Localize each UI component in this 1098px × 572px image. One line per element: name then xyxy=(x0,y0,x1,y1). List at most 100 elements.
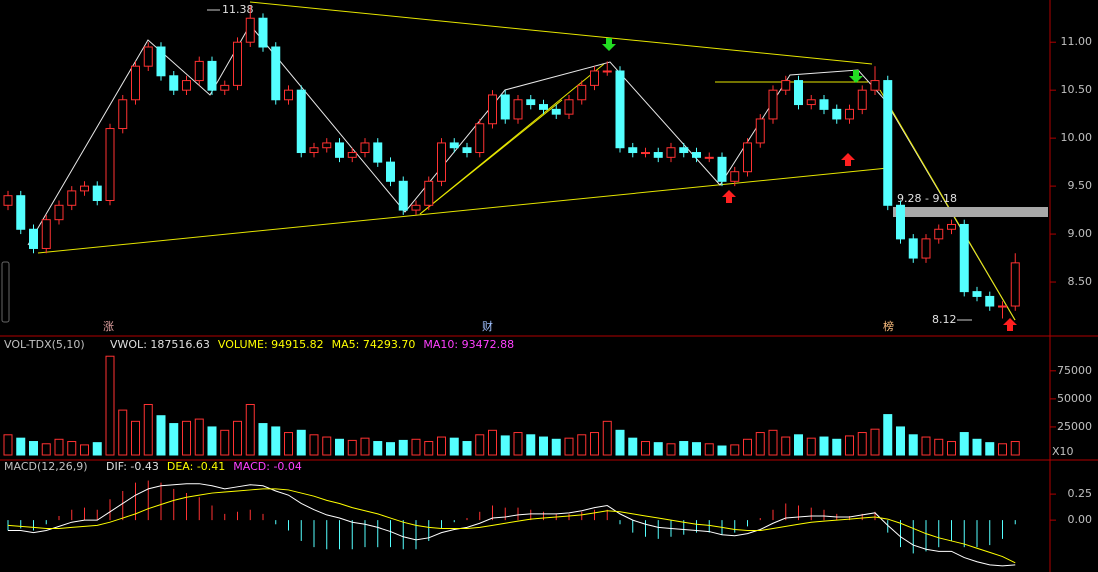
volume-bar xyxy=(615,429,625,456)
volume-bar xyxy=(972,438,982,456)
volume-bar xyxy=(347,439,357,456)
volume-bar xyxy=(717,445,727,456)
volume-bar xyxy=(424,441,434,456)
candle-body xyxy=(947,223,956,230)
trend-line xyxy=(37,167,889,254)
volume-bar xyxy=(271,426,281,456)
candle-body xyxy=(577,84,587,101)
candle-body xyxy=(437,142,446,182)
candle-body xyxy=(641,152,650,155)
trend-lines xyxy=(27,1,1016,321)
scroll-handle[interactable] xyxy=(1,261,10,323)
macd-line xyxy=(7,488,1016,564)
candle-body xyxy=(998,305,1007,308)
y-tick-label: 8.50 xyxy=(1068,275,1093,288)
candle-body xyxy=(233,41,242,86)
candle-body xyxy=(806,99,816,106)
candle-body xyxy=(92,185,102,201)
volume-bar xyxy=(934,438,944,456)
candle-body xyxy=(488,94,497,125)
candle-body xyxy=(41,219,51,249)
y-tick-label: 10.50 xyxy=(1061,83,1093,96)
volume-bar xyxy=(781,436,791,456)
candle-body xyxy=(449,142,459,149)
volume-title: VOL-TDX(5,10) xyxy=(4,338,85,351)
y-tick-label: 75000 xyxy=(1057,364,1092,377)
candle-body xyxy=(411,204,421,211)
candle-body xyxy=(271,46,281,101)
volume-bar xyxy=(449,437,459,456)
volume-bar xyxy=(194,418,204,456)
volume-bar xyxy=(16,437,26,456)
volume-bar xyxy=(653,442,663,456)
volume-bar xyxy=(577,434,587,456)
volume-bar xyxy=(309,434,319,456)
event-marker[interactable]: 榜 xyxy=(883,319,894,333)
volume-bar xyxy=(730,444,740,456)
candle-body xyxy=(794,80,803,106)
volume-bar xyxy=(131,420,140,456)
high-label: 11.38 xyxy=(222,3,254,16)
event-marker[interactable]: 涨 xyxy=(103,320,114,333)
candle-body xyxy=(245,17,255,43)
volume-bar xyxy=(832,438,842,456)
candle-body xyxy=(335,142,344,158)
volume-bar xyxy=(360,437,370,456)
candle-body xyxy=(156,46,166,77)
volume-bar xyxy=(768,429,778,456)
candle-body xyxy=(921,238,931,259)
legend-entry: MA10: 93472.88 xyxy=(423,338,514,351)
volume-bar xyxy=(296,429,306,456)
y-tick-label: 0.25 xyxy=(1068,487,1093,500)
volume-bar xyxy=(666,443,676,456)
trend-line xyxy=(419,99,563,215)
macd-line xyxy=(8,483,1016,567)
candle-body xyxy=(959,223,969,293)
range-label: 9.28 - 9.18 xyxy=(897,192,957,205)
candle-body xyxy=(462,147,472,154)
candle-body xyxy=(972,291,982,297)
candle-body xyxy=(309,147,319,154)
y-tick-label: 9.00 xyxy=(1068,227,1093,240)
candle-body xyxy=(386,161,395,182)
candle-body xyxy=(883,80,893,206)
candle-body xyxy=(67,190,77,206)
candle-body xyxy=(526,99,536,106)
volume-bar xyxy=(590,432,599,456)
volume-bar xyxy=(245,403,255,456)
volume-bar xyxy=(398,439,408,456)
candle-body xyxy=(513,99,523,120)
volume-bar xyxy=(411,438,421,456)
volume-bar xyxy=(896,426,905,456)
candle-body xyxy=(169,75,179,91)
arrows xyxy=(602,38,1017,331)
candle-body xyxy=(500,94,510,120)
candle-body xyxy=(182,80,191,91)
y-tick-label: 9.50 xyxy=(1068,179,1093,192)
volume-bar xyxy=(335,438,344,456)
candle-body xyxy=(475,123,485,154)
volume-bar xyxy=(1010,441,1020,456)
volume-bar xyxy=(29,441,38,456)
buy-arrow xyxy=(1003,318,1017,331)
buy-arrow xyxy=(722,190,736,203)
candle-body xyxy=(373,142,383,163)
event-marker[interactable]: 财 xyxy=(482,319,493,333)
candle-body xyxy=(832,108,842,120)
candle-body xyxy=(29,228,38,249)
y-tick-label: 50000 xyxy=(1057,392,1092,405)
volume-bar xyxy=(386,442,395,456)
volume-bar xyxy=(92,442,102,456)
candle-body xyxy=(131,65,140,101)
candle-body xyxy=(896,204,905,240)
candle-body xyxy=(755,118,765,144)
candle-body xyxy=(3,195,13,206)
scale-label: X10 xyxy=(1052,445,1074,458)
volume-bar xyxy=(679,441,689,456)
candle-body xyxy=(143,46,153,67)
volume-bar xyxy=(551,438,561,456)
candle-body xyxy=(704,156,714,159)
candle-body xyxy=(857,89,867,110)
legend-entry: MA5: 74293.70 xyxy=(332,338,416,351)
